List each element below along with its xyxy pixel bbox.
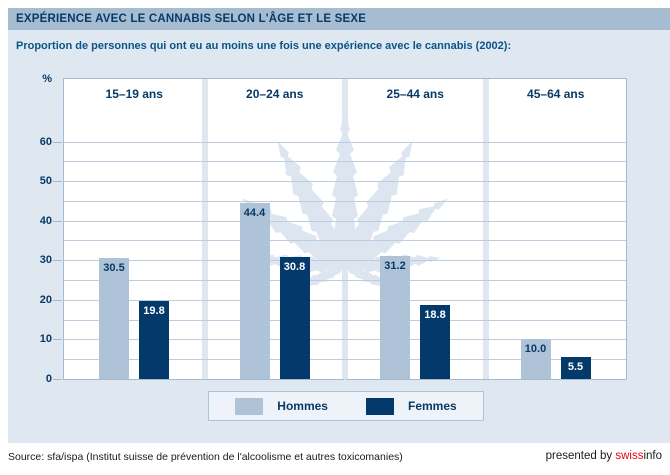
panel-separator xyxy=(482,79,489,379)
bar-value-label: 18.8 xyxy=(424,308,446,321)
age-group-header: 25–44 ans xyxy=(386,87,444,101)
bar-value-label: 30.5 xyxy=(103,262,125,275)
age-group-header: 15–19 ans xyxy=(105,87,163,101)
y-tick-mark xyxy=(53,299,62,301)
y-tick-mark xyxy=(53,181,62,183)
gridline xyxy=(64,359,626,361)
y-tick-label: 60 xyxy=(39,135,52,148)
y-tick-label: 0 xyxy=(45,373,52,385)
gridline xyxy=(64,220,626,222)
bar-value-label: 5.5 xyxy=(567,361,584,374)
gridline xyxy=(64,319,626,321)
y-tick-label: 20 xyxy=(39,293,52,306)
gridline xyxy=(64,181,626,183)
gridline xyxy=(64,200,626,202)
femmes-bar: 19.8 xyxy=(139,300,169,379)
y-tick-label: 40 xyxy=(39,214,52,227)
source-note: Source: sfa/ispa (Institut suisse de pré… xyxy=(8,451,403,463)
age-group-header: 20–24 ans xyxy=(246,87,304,101)
legend-entry-hommes: Hommes xyxy=(235,397,328,415)
y-tick-mark xyxy=(53,379,62,380)
y-tick-label: 50 xyxy=(39,175,52,188)
gridline xyxy=(64,299,626,301)
y-tick-mark xyxy=(53,260,62,262)
legend-swatch-hommes xyxy=(235,397,264,415)
legend-label-femmes: Femmes xyxy=(407,399,457,413)
gridline xyxy=(64,339,626,341)
y-tick-label: 10 xyxy=(39,333,52,346)
bar-value-label: 19.8 xyxy=(143,304,165,317)
femmes-bar: 30.8 xyxy=(279,257,310,379)
cannabis-leaf-watermark xyxy=(236,113,454,380)
gridline xyxy=(64,260,626,262)
gridline xyxy=(64,141,626,143)
gridline xyxy=(64,161,626,163)
bar-value-label: 31.2 xyxy=(384,259,406,272)
legend: Hommes Femmes xyxy=(208,391,484,421)
legend-entry-femmes: Femmes xyxy=(365,397,457,415)
hommes-bar: 10.0 xyxy=(520,339,551,379)
panel-separator xyxy=(201,79,208,379)
brand-swiss: swiss xyxy=(615,450,644,462)
gridline xyxy=(64,280,626,282)
y-tick-mark xyxy=(53,141,62,143)
bar-value-label: 44.4 xyxy=(243,207,266,220)
y-tick-label: 30 xyxy=(39,254,52,267)
brand-info: info xyxy=(643,450,662,462)
y-tick-mark xyxy=(53,339,62,341)
hommes-bar: 44.4 xyxy=(239,203,270,379)
legend-label-hommes: Hommes xyxy=(277,399,328,413)
presented-by: presented by swissinfo xyxy=(546,450,662,462)
femmes-bar: 5.5 xyxy=(560,357,591,379)
y-tick-mark xyxy=(53,220,62,222)
age-group-header: 45–64 ans xyxy=(527,87,585,101)
title-bar: EXPÉRIENCE AVEC LE CANNABIS SELON L'ÂGE … xyxy=(8,8,670,30)
bar-value-label: 30.8 xyxy=(283,261,306,274)
gridline xyxy=(64,240,626,242)
hommes-bar: 31.2 xyxy=(380,255,410,379)
bar-value-label: 10.0 xyxy=(524,343,547,356)
leaf-stem xyxy=(342,268,348,380)
hommes-bar: 30.5 xyxy=(99,258,129,379)
femmes-bar: 18.8 xyxy=(420,304,450,379)
presented-by-text: presented by xyxy=(545,450,616,462)
y-axis-unit-label: % xyxy=(42,73,52,85)
chart-subtitle: Proportion de personnes qui ont eu au mo… xyxy=(16,40,512,52)
legend-swatch-femmes xyxy=(365,397,394,415)
plot-area: 15–19 ans 20–24 ans 25–44 ans 45–64 ans 30.5… xyxy=(63,78,627,380)
chart-title: EXPÉRIENCE AVEC LE CANNABIS SELON L'ÂGE … xyxy=(16,13,367,25)
